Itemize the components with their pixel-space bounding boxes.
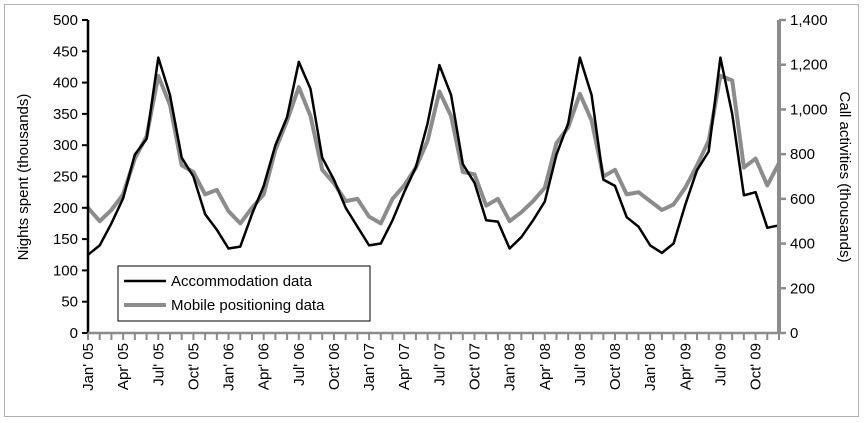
y-tick-label: 300 xyxy=(53,137,78,154)
x-tick-label: Oct' 05 xyxy=(185,343,202,390)
x-tick-label: Oct' 09 xyxy=(748,343,765,390)
x-tick-label: Jan' 07 xyxy=(361,343,378,391)
legend-label-mobile: Mobile positioning data xyxy=(171,297,325,314)
x-tick-label: Apr' 05 xyxy=(115,343,132,390)
y2-axis-title: Call activities (thousands) xyxy=(836,92,853,263)
y2-tick-label: 0 xyxy=(790,325,798,342)
y2-tick-label: 1,200 xyxy=(790,57,828,74)
y-tick-label: 400 xyxy=(53,75,78,92)
y-tick-label: 450 xyxy=(53,43,78,60)
x-tick-label: Oct' 07 xyxy=(466,343,483,390)
y2-tick-label: 200 xyxy=(790,280,815,297)
y2-tick-label: 800 xyxy=(790,146,815,163)
y-tick-label: 250 xyxy=(53,169,78,186)
x-tick-label: Oct' 06 xyxy=(326,343,343,390)
x-tick-label: Apr' 06 xyxy=(256,343,273,390)
series-lines xyxy=(86,56,781,257)
y-tick-label: 200 xyxy=(53,200,78,217)
y-tick-label: 500 xyxy=(53,12,78,29)
y-tick-label: 0 xyxy=(70,325,78,342)
y-axis-title: Nights spent (thousands) xyxy=(15,94,32,261)
x-tick-label: Jan' 08 xyxy=(502,343,519,391)
y-tick-label: 100 xyxy=(53,262,78,279)
y-tick-label: 150 xyxy=(53,231,78,248)
x-tick-label: Oct' 08 xyxy=(607,343,624,390)
x-tick-label: Jul' 09 xyxy=(712,343,729,386)
tick-labels: 0 50 100 150 200 250 300 350 400 450 500 0 200 400 600… xyxy=(53,12,828,391)
legend: Accommodation data Mobile positioning da… xyxy=(117,265,371,322)
y-tick-label: 350 xyxy=(53,106,78,123)
legend-box xyxy=(117,265,371,322)
x-tick-label: Apr' 07 xyxy=(396,343,413,390)
x-tick-label: Jul' 07 xyxy=(431,343,448,386)
x-tick-label: Jul' 06 xyxy=(291,343,308,386)
y2-tick-label: 400 xyxy=(790,236,815,253)
y2-tick-label: 1,000 xyxy=(790,101,828,118)
series-line-mobile-positioning xyxy=(86,73,781,226)
axes xyxy=(82,18,786,340)
y2-tick-label: 1,400 xyxy=(790,12,828,29)
x-tick-label: Jul' 08 xyxy=(572,343,589,386)
y-tick-label: 50 xyxy=(61,294,78,311)
x-tick-label: Jan' 05 xyxy=(80,343,97,391)
x-tick-label: Apr' 09 xyxy=(677,343,694,390)
x-tick-label: Apr' 08 xyxy=(537,343,554,390)
x-tick-label: Jan' 06 xyxy=(221,343,238,391)
chart-frame xyxy=(4,4,859,417)
series-line-accommodation xyxy=(86,56,781,257)
x-tick-label: Jan' 08 xyxy=(642,343,659,391)
x-tick-label: Jul' 05 xyxy=(150,343,167,386)
legend-label-accommodation: Accommodation data xyxy=(171,273,313,290)
y2-tick-label: 600 xyxy=(790,191,815,208)
